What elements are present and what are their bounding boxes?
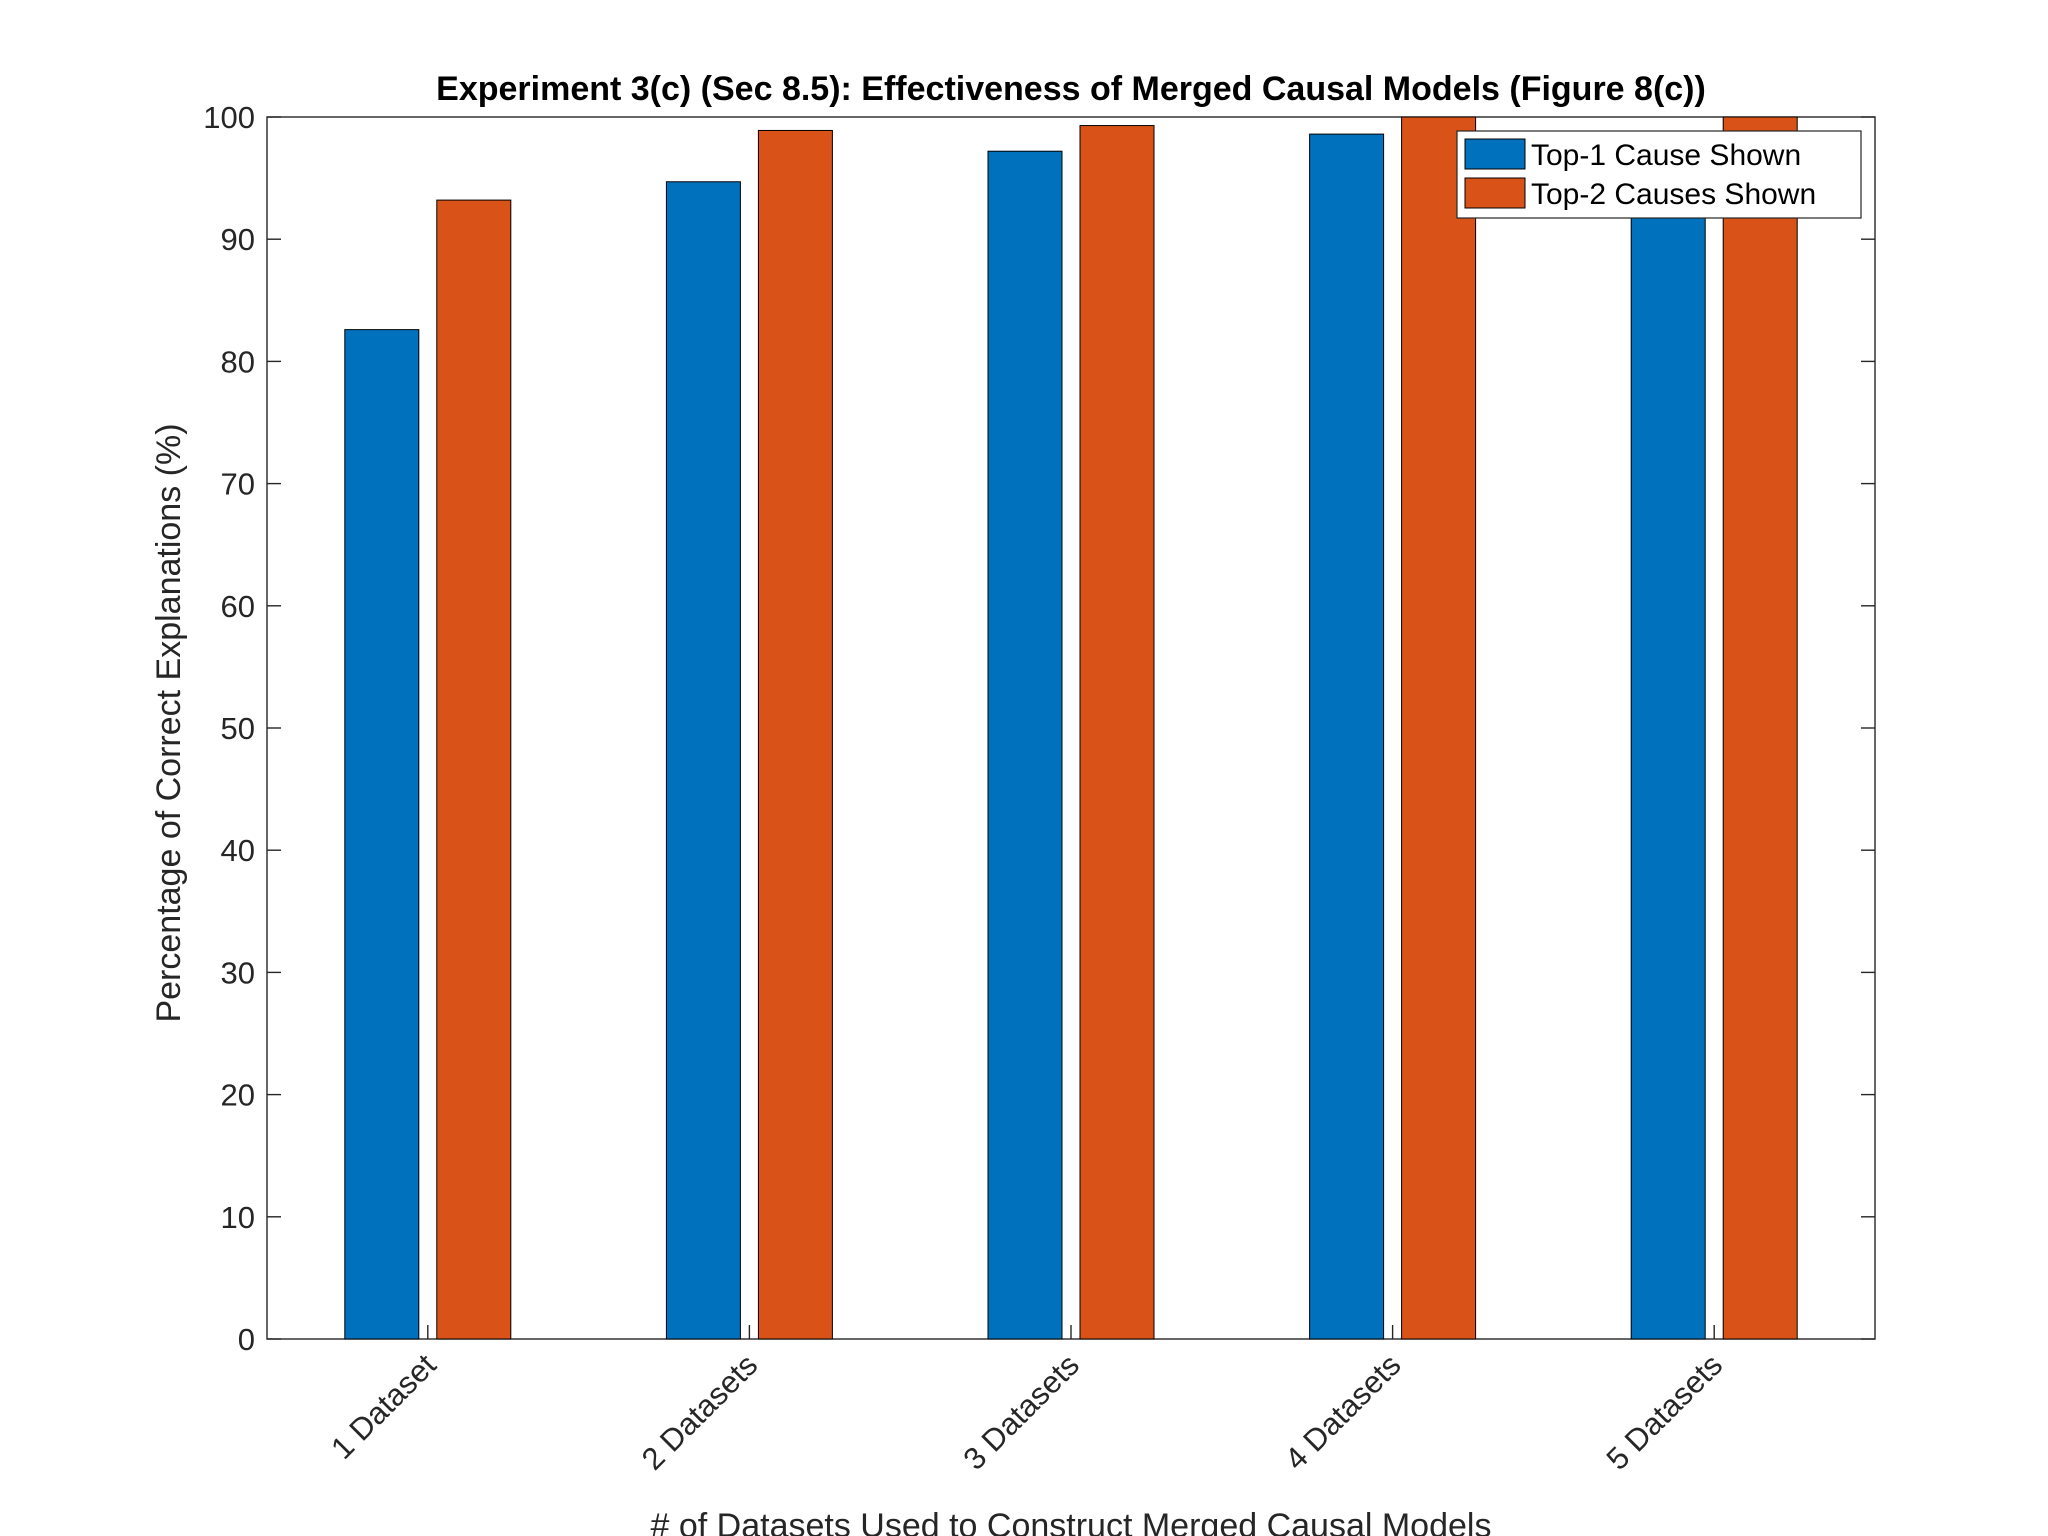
y-tick-label: 80 xyxy=(221,344,255,379)
bar-top1-4 xyxy=(1309,133,1385,1340)
bar-top1-1 xyxy=(344,329,420,1340)
y-tick-label: 30 xyxy=(221,955,255,990)
bar-top2-5 xyxy=(1722,116,1798,1340)
y-tick-label: 40 xyxy=(221,833,255,868)
bar-top2-1 xyxy=(436,199,512,1340)
y-tick-label: 20 xyxy=(221,1078,255,1113)
y-tick-label: 90 xyxy=(221,222,255,257)
bar-top1-5 xyxy=(1630,145,1706,1340)
bar-top2-4 xyxy=(1401,116,1477,1340)
legend-swatch-1 xyxy=(1464,138,1526,170)
y-tick-label: 70 xyxy=(221,467,255,502)
legend-label-2: Top-2 Causes Shown xyxy=(1531,178,1816,211)
bar-top1-2 xyxy=(665,181,741,1340)
bar-top1-3 xyxy=(987,150,1063,1340)
y-tick-label: 10 xyxy=(221,1200,255,1235)
x-axis-label: # of Datasets Used to Construct Merged C… xyxy=(651,1507,1492,1536)
plot-frame xyxy=(266,116,1876,1340)
y-tick-label: 100 xyxy=(203,100,255,135)
y-tick-label: 0 xyxy=(238,1322,255,1357)
bar-top2-3 xyxy=(1079,125,1155,1340)
legend-swatch-2 xyxy=(1464,177,1526,209)
bar-top2-2 xyxy=(757,129,833,1340)
chart-title: Experiment 3(c) (Sec 8.5): Effectiveness… xyxy=(436,70,1706,108)
y-tick-label: 60 xyxy=(221,589,255,624)
y-tick-label: 50 xyxy=(221,711,255,746)
y-axis-label: Percentage of Correct Explanations (%) xyxy=(150,423,188,1022)
legend-label-1: Top-1 Cause Shown xyxy=(1531,139,1801,172)
